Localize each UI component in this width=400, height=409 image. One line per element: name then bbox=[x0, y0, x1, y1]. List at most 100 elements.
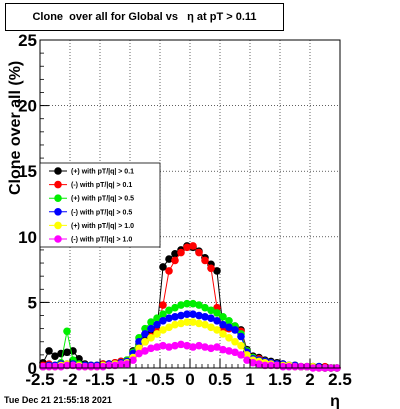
data-point bbox=[171, 250, 179, 258]
data-point bbox=[171, 303, 179, 312]
data-point bbox=[39, 362, 47, 371]
legend-entry: (-) with pT/|q| > 0.5 bbox=[71, 209, 132, 216]
data-point bbox=[225, 347, 233, 355]
data-point bbox=[183, 310, 191, 319]
data-point bbox=[45, 362, 53, 371]
legend-entry: (+) with pT/|q| > 0.5 bbox=[71, 196, 134, 203]
data-point bbox=[219, 345, 227, 354]
legend-marker bbox=[54, 167, 62, 175]
data-point bbox=[231, 326, 239, 334]
data-point bbox=[159, 310, 167, 319]
data-point bbox=[153, 320, 161, 329]
data-point bbox=[165, 255, 173, 263]
data-point bbox=[279, 362, 287, 371]
legend-box bbox=[39, 162, 161, 248]
data-point bbox=[195, 248, 203, 257]
data-point bbox=[105, 361, 113, 370]
data-point bbox=[213, 267, 221, 275]
y-axis-label: Clone over all (%) bbox=[7, 61, 24, 195]
data-point bbox=[213, 309, 221, 317]
data-point bbox=[171, 256, 179, 265]
data-point bbox=[177, 319, 185, 328]
data-point bbox=[189, 310, 197, 319]
data-point bbox=[57, 362, 65, 371]
data-point bbox=[207, 264, 215, 273]
data-point bbox=[189, 299, 197, 308]
data-point bbox=[81, 362, 89, 371]
x-tick-label: -1 bbox=[122, 370, 137, 389]
data-point bbox=[141, 337, 149, 346]
data-point bbox=[69, 361, 77, 370]
y-tick-label: 0 bbox=[28, 359, 37, 378]
data-point bbox=[63, 361, 71, 370]
x-tick-label: -2 bbox=[62, 370, 77, 389]
data-point bbox=[171, 320, 179, 329]
data-point bbox=[255, 360, 263, 368]
data-point bbox=[207, 306, 215, 315]
data-point bbox=[165, 267, 173, 275]
data-point bbox=[141, 347, 149, 355]
data-point bbox=[237, 332, 245, 341]
data-point bbox=[159, 341, 167, 350]
data-point bbox=[225, 323, 233, 332]
tick-labels: -2.5 -2 -1.5 -1 -0.5 0 0.5 1 1.5 2 2.5 0 5 10 15 20 25 bbox=[18, 31, 352, 389]
data-point bbox=[183, 299, 191, 308]
data-point bbox=[111, 361, 119, 370]
data-point bbox=[165, 306, 173, 315]
data-point bbox=[183, 341, 191, 350]
legend-marker bbox=[54, 221, 62, 230]
data-point bbox=[51, 352, 59, 360]
legend-entry: (-) with pT/|q| > 0.1 bbox=[71, 182, 132, 189]
data-point bbox=[165, 343, 173, 351]
data-point bbox=[171, 313, 179, 321]
data-point bbox=[219, 320, 227, 329]
data-point bbox=[177, 311, 185, 320]
timestamp: Tue Dec 21 21:55:18 2021 bbox=[4, 395, 112, 405]
data-point bbox=[123, 360, 131, 368]
data-point bbox=[153, 343, 161, 351]
data-point bbox=[195, 301, 203, 309]
data-point bbox=[177, 248, 185, 257]
data-point bbox=[219, 330, 227, 338]
data-point bbox=[303, 362, 311, 371]
data-point bbox=[159, 326, 167, 334]
data-point bbox=[183, 318, 191, 326]
data-point bbox=[159, 263, 167, 271]
data-point bbox=[165, 314, 173, 322]
x-tick-label: 2.5 bbox=[328, 370, 352, 389]
data-point bbox=[213, 316, 221, 325]
y-tick-label: 15 bbox=[18, 162, 37, 181]
legend-marker bbox=[54, 235, 62, 243]
x-tick-label: 1 bbox=[245, 370, 254, 389]
data-point bbox=[147, 334, 155, 342]
legend-marker bbox=[54, 194, 62, 202]
data-point bbox=[291, 362, 299, 371]
legend-marker bbox=[54, 180, 62, 189]
data-point bbox=[225, 334, 233, 342]
legend-entry: (-) with pT/|q| > 1.0 bbox=[71, 237, 132, 244]
data-point bbox=[201, 303, 209, 312]
data-point bbox=[135, 344, 143, 353]
x-tick-label: -1.5 bbox=[85, 370, 114, 389]
data-point bbox=[189, 242, 197, 250]
legend-entry: (+) with pT/|q| > 0.1 bbox=[71, 169, 134, 176]
data-point bbox=[177, 301, 185, 309]
data-point bbox=[195, 319, 203, 328]
data-point bbox=[129, 356, 137, 364]
data-point bbox=[243, 351, 251, 359]
data-point bbox=[207, 323, 215, 332]
data-point bbox=[183, 243, 191, 252]
y-tick-label: 25 bbox=[18, 31, 37, 50]
legend: (+) with pT/|q| > 0.1 (-) with pT/|q| > 0… bbox=[39, 162, 161, 248]
x-axis-label: η bbox=[330, 393, 340, 409]
data-point bbox=[261, 361, 269, 370]
y-tick-label: 5 bbox=[28, 293, 37, 312]
data-point bbox=[231, 337, 239, 346]
data-point bbox=[207, 314, 215, 322]
data-point bbox=[63, 348, 71, 357]
data-point bbox=[201, 343, 209, 351]
data-point bbox=[201, 313, 209, 321]
data-point bbox=[177, 340, 185, 349]
data-point bbox=[63, 327, 71, 336]
